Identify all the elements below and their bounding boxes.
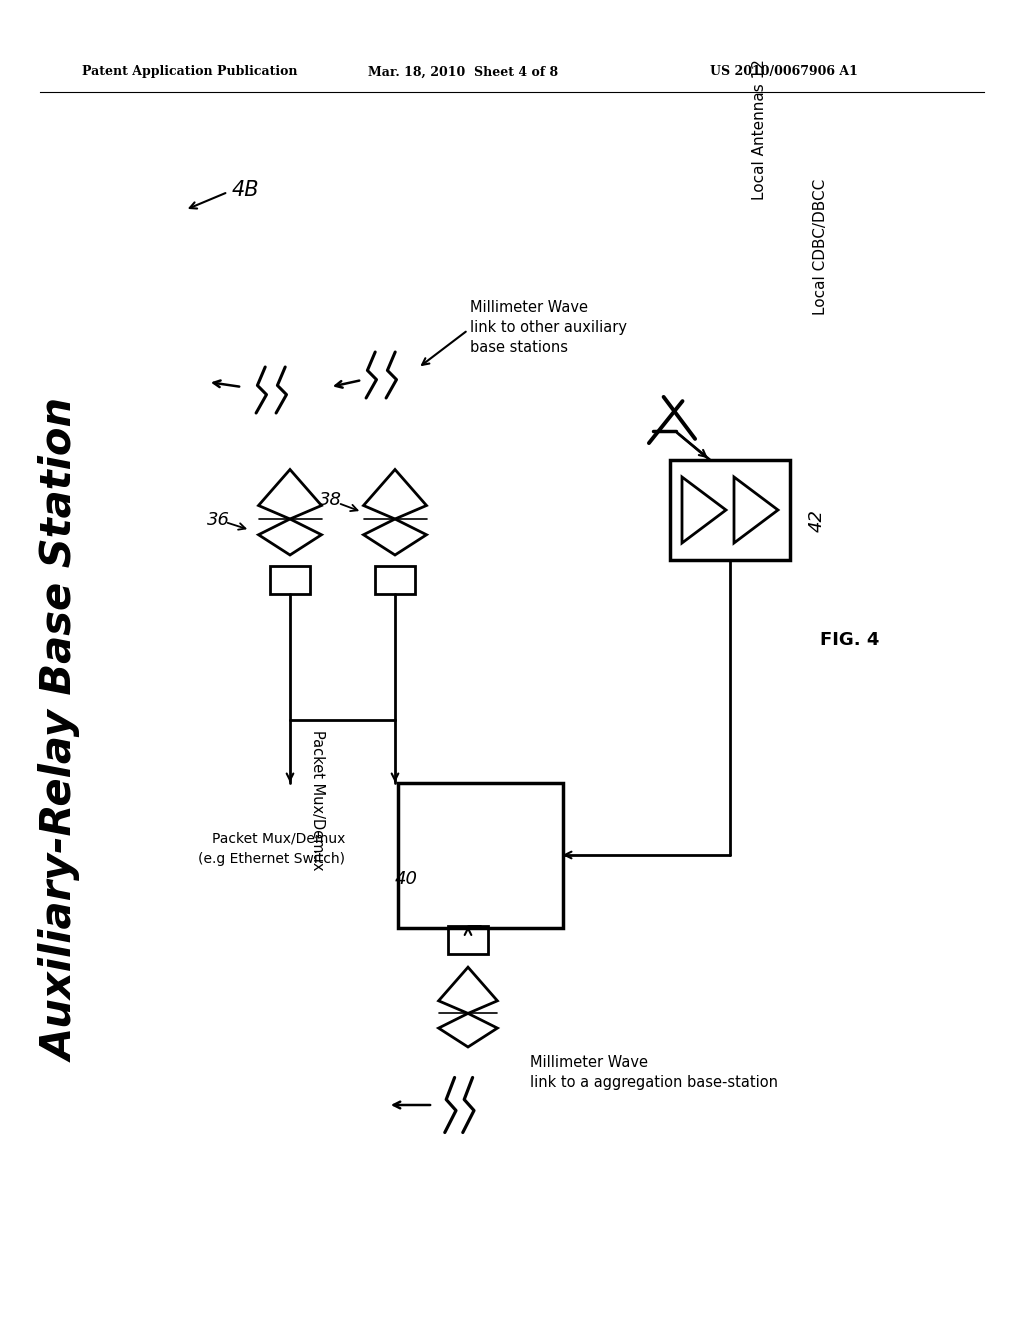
Text: 36: 36 bbox=[207, 511, 229, 529]
Text: Patent Application Publication: Patent Application Publication bbox=[82, 66, 298, 78]
Text: FIG. 4: FIG. 4 bbox=[820, 631, 880, 649]
Text: 4B: 4B bbox=[232, 180, 260, 201]
Text: Mar. 18, 2010  Sheet 4 of 8: Mar. 18, 2010 Sheet 4 of 8 bbox=[368, 66, 558, 78]
Text: 38: 38 bbox=[318, 491, 341, 510]
Bar bbox=[449, 927, 488, 954]
Text: 42: 42 bbox=[808, 508, 826, 532]
Text: Packet Mux/Demux: Packet Mux/Demux bbox=[310, 730, 325, 870]
Text: US 2010/0067906 A1: US 2010/0067906 A1 bbox=[710, 66, 858, 78]
Bar bbox=[397, 783, 562, 928]
Text: Local CDBC/DBCC: Local CDBC/DBCC bbox=[812, 178, 827, 315]
Text: Local Antennas 12: Local Antennas 12 bbox=[753, 59, 768, 201]
Text: (e.g Ethernet Switch): (e.g Ethernet Switch) bbox=[198, 851, 345, 866]
Text: Auxiliary-Relay Base Station: Auxiliary-Relay Base Station bbox=[41, 399, 83, 1061]
Text: link to a aggregation base-station: link to a aggregation base-station bbox=[530, 1074, 778, 1090]
Text: link to other auxiliary: link to other auxiliary bbox=[470, 319, 627, 335]
Bar bbox=[670, 459, 790, 560]
Text: Millimeter Wave: Millimeter Wave bbox=[470, 300, 588, 315]
Bar bbox=[375, 566, 415, 594]
Text: 40: 40 bbox=[395, 870, 418, 888]
Text: Millimeter Wave: Millimeter Wave bbox=[530, 1055, 648, 1071]
Text: Packet Mux/Demux: Packet Mux/Demux bbox=[212, 832, 345, 846]
Text: base stations: base stations bbox=[470, 341, 568, 355]
Bar bbox=[270, 566, 310, 594]
